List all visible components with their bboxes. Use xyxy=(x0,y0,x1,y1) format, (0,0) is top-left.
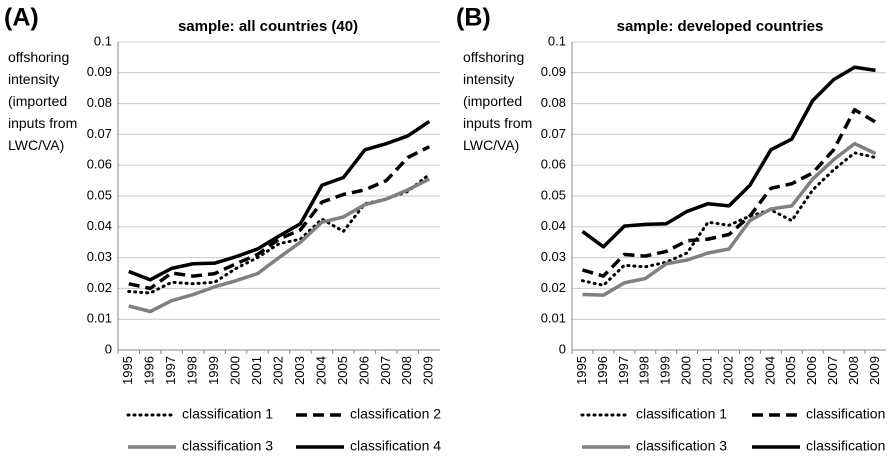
x-tick-label: 1997 xyxy=(616,356,631,385)
x-tick-label: 2004 xyxy=(762,356,777,385)
series-line xyxy=(581,108,877,278)
x-tick-label: 2003 xyxy=(741,356,756,385)
legend-label: classification 4 xyxy=(806,438,888,454)
y-tick-label: 0.1 xyxy=(94,33,112,48)
x-tick-label: 1999 xyxy=(658,356,673,385)
y-tick-label: 0.06 xyxy=(87,157,112,172)
y-tick-label: 0.07 xyxy=(541,126,566,141)
legend-label: classification 3 xyxy=(182,438,273,454)
x-tick-label: 2007 xyxy=(825,356,840,385)
legend-label: classification 3 xyxy=(636,438,727,454)
x-tick-label: 1995 xyxy=(574,356,589,385)
y-tick-label: 0.1 xyxy=(548,33,566,48)
y-tick-label: 0.08 xyxy=(541,95,566,110)
panel-label: (B) xyxy=(456,4,491,32)
legend-label: classification 4 xyxy=(350,438,441,454)
x-tick-label: 2009 xyxy=(421,356,436,385)
x-tick-label: 2001 xyxy=(700,356,715,385)
series-line xyxy=(128,177,431,314)
x-tick-label: 2006 xyxy=(356,356,371,385)
y-tick-label: 0.04 xyxy=(87,218,112,233)
y-tick-label: 0 xyxy=(105,341,112,356)
x-tick-label: 2000 xyxy=(679,356,694,385)
x-tick-label: 2005 xyxy=(783,356,798,385)
chart-title: sample: developed countries xyxy=(617,18,824,35)
x-tick-label: 1999 xyxy=(206,356,221,385)
y-tick-label: 0.09 xyxy=(541,64,566,79)
y-tick-label: 0.07 xyxy=(87,126,112,141)
x-tick-label: 2008 xyxy=(399,356,414,385)
y-axis-label: offshoring intensity (imported inputs fr… xyxy=(463,49,533,153)
x-tick-label: 2002 xyxy=(720,356,735,385)
y-tick-label: 0.09 xyxy=(87,64,112,79)
y-tick-label: 0.03 xyxy=(87,249,112,264)
y-tick-label: 0.05 xyxy=(541,187,566,202)
x-tick-label: 2004 xyxy=(313,356,328,385)
y-tick-label: 0.02 xyxy=(541,280,566,295)
x-tick-label: 2009 xyxy=(867,356,882,385)
x-tick-label: 2001 xyxy=(249,356,264,385)
x-tick-label: 2000 xyxy=(228,356,243,385)
series-line xyxy=(128,120,431,282)
y-tick-label: 0 xyxy=(559,341,566,356)
y-tick-label: 0.08 xyxy=(87,95,112,110)
series-line xyxy=(580,151,878,287)
series-line xyxy=(127,172,431,295)
y-tick-label: 0.05 xyxy=(87,187,112,202)
legend-label: classification 1 xyxy=(636,406,727,422)
chart-title: sample: all countries (40) xyxy=(178,18,358,35)
panel-label: (A) xyxy=(4,4,39,32)
legend-label: classification 1 xyxy=(182,406,273,422)
x-tick-label: 1998 xyxy=(637,356,652,385)
series-line xyxy=(128,145,431,291)
y-tick-label: 0.01 xyxy=(541,311,566,326)
x-tick-label: 1996 xyxy=(595,356,610,385)
x-tick-label: 2006 xyxy=(804,356,819,385)
series-line xyxy=(581,65,876,249)
x-tick-label: 2005 xyxy=(335,356,350,385)
y-tick-label: 0.01 xyxy=(87,311,112,326)
y-tick-label: 0.06 xyxy=(541,157,566,172)
x-tick-label: 2002 xyxy=(270,356,285,385)
series-line xyxy=(582,141,877,297)
x-tick-label: 1997 xyxy=(163,356,178,385)
legend-label: classification 2 xyxy=(350,406,441,422)
legend-label: classification 2 xyxy=(806,406,888,422)
x-tick-label: 1996 xyxy=(142,356,157,385)
y-axis-label: offshoring intensity (imported inputs fr… xyxy=(8,49,78,153)
x-tick-label: 2003 xyxy=(292,356,307,385)
x-tick-label: 1995 xyxy=(120,356,135,385)
y-tick-label: 0.03 xyxy=(541,249,566,264)
x-tick-label: 2007 xyxy=(378,356,393,385)
y-tick-label: 0.04 xyxy=(541,218,566,233)
x-tick-label: 1998 xyxy=(185,356,200,385)
x-tick-label: 2008 xyxy=(846,356,861,385)
y-tick-label: 0.02 xyxy=(87,280,112,295)
